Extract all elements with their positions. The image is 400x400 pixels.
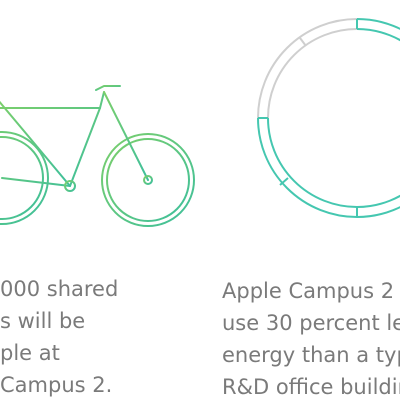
caption-line: ple at — [0, 341, 60, 365]
right-caption: Apple Campus 2 use 30 percent le energy … — [222, 279, 400, 399]
caption-line: Campus 2. — [0, 373, 112, 397]
caption-line: Apple Campus 2 — [222, 279, 394, 303]
left-caption: 000 shared s will be ple at Campus 2. — [0, 277, 118, 397]
caption-line: R&D office buildin — [222, 375, 400, 399]
bicycle-icon — [0, 85, 195, 227]
caption-line: energy than a typ — [222, 343, 400, 367]
caption-line: 000 shared — [0, 277, 118, 301]
caption-line: s will be — [0, 309, 85, 333]
caption-line: use 30 percent le — [222, 311, 400, 335]
energy-ring — [257, 18, 400, 218]
